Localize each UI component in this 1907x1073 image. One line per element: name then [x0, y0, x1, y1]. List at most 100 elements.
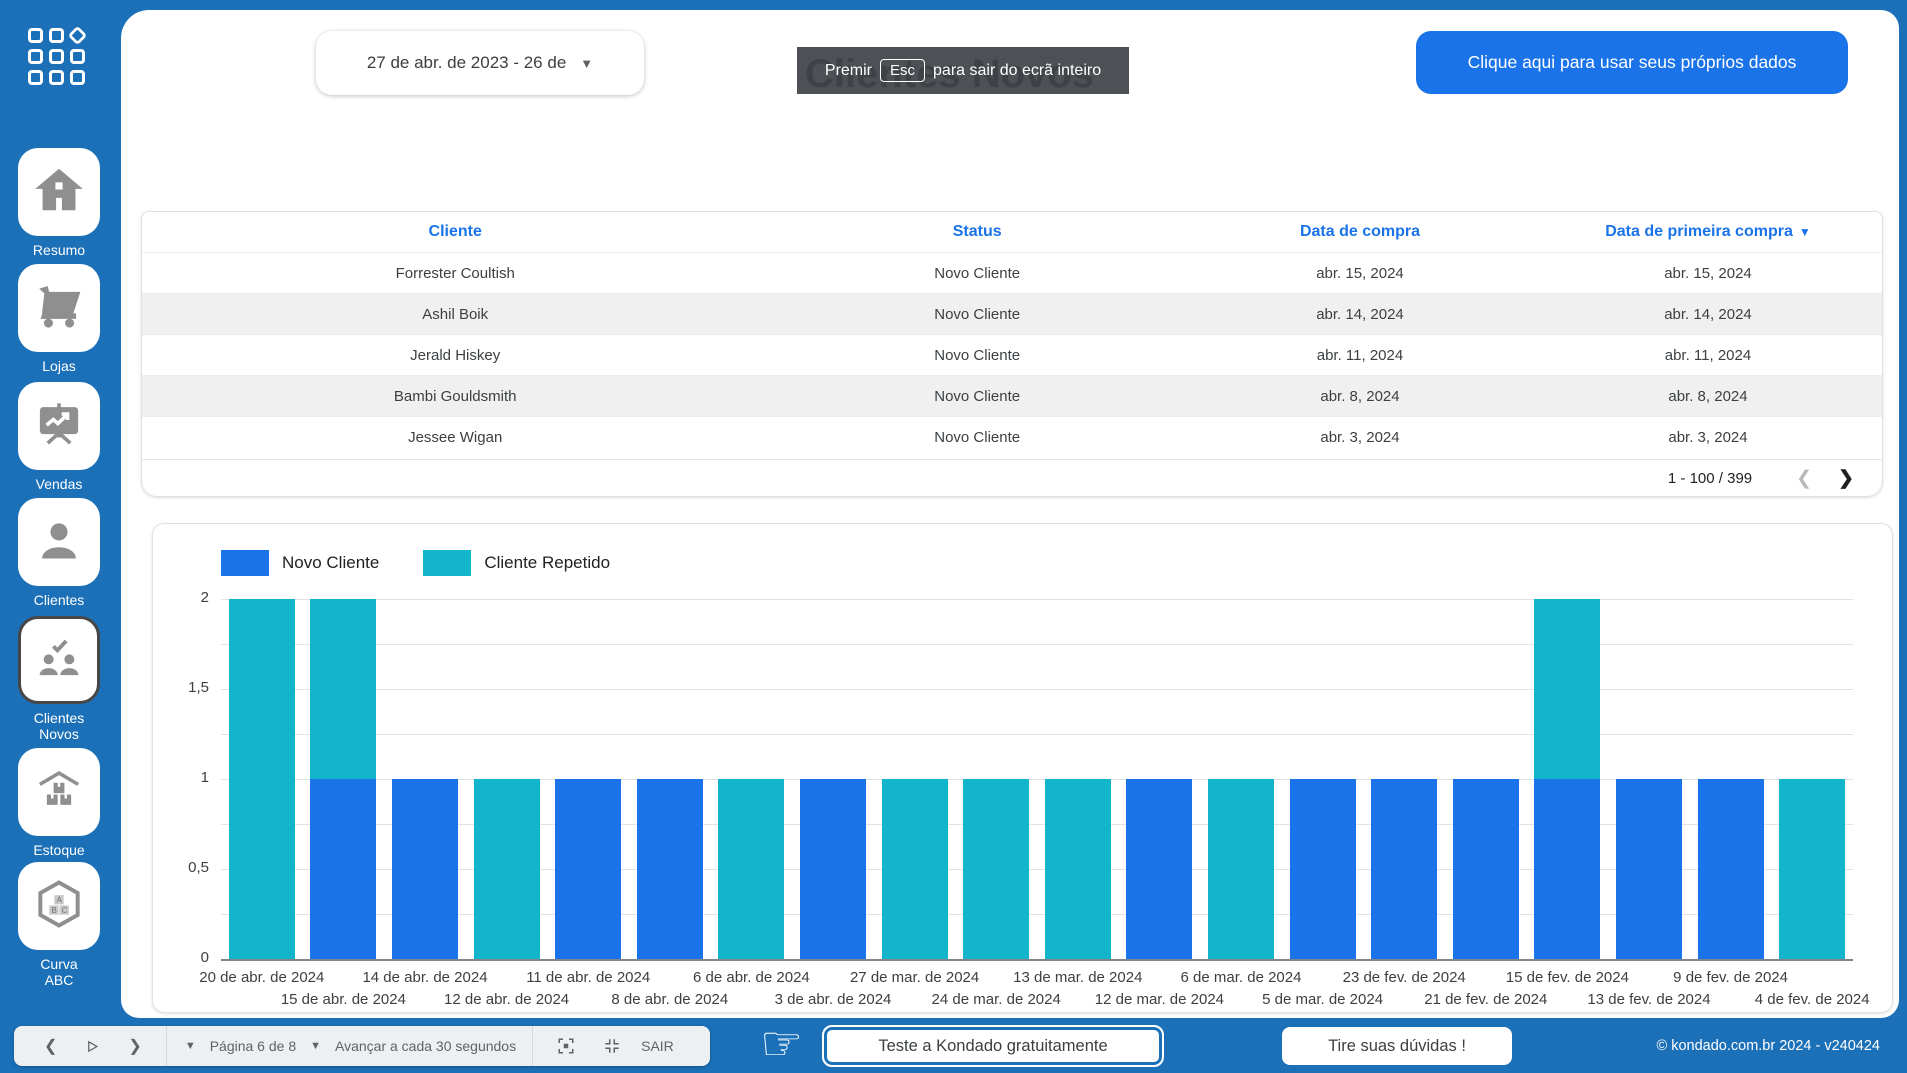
new-customers-icon	[32, 631, 86, 690]
bar-cliente-repetido	[1208, 779, 1274, 959]
x-axis-label: 27 de mar. de 2024	[850, 969, 979, 986]
legend-cliente-repetido: Cliente Repetido	[423, 550, 610, 576]
bar-novo-cliente	[1453, 779, 1519, 959]
y-axis-tick: 1,5	[153, 679, 209, 696]
exit-fullscreen-icon[interactable]	[589, 1037, 635, 1055]
bar-novo-cliente	[1534, 779, 1600, 959]
try-kondado-button[interactable]: Teste a Kondado gratuitamente	[822, 1025, 1164, 1067]
x-axis-label: 9 de fev. de 2024	[1673, 969, 1788, 986]
bar-novo-cliente	[310, 779, 376, 959]
column-header-data-compra[interactable]: Data de compra	[1186, 223, 1534, 241]
bar-novo-cliente	[392, 779, 458, 959]
sidebar-item-resumo[interactable]: Resumo	[0, 148, 118, 258]
presentation-toolbar: ❮ ❯ ▼ Página 6 de 8 ▼ Avançar a cada 30 …	[14, 1026, 710, 1066]
column-header-data-primeira-compra[interactable]: Data de primeira compra▼	[1534, 223, 1882, 241]
table-cell: abr. 3, 2024	[1186, 429, 1534, 446]
table-row: Ashil BoikNovo Clienteabr. 14, 2024abr. …	[142, 293, 1882, 334]
x-axis-label: 15 de fev. de 2024	[1506, 969, 1629, 986]
sidebar-item-label: Lojas	[0, 358, 118, 374]
sidebar-item-clientes-novos[interactable]: Clientes Novos	[0, 616, 118, 742]
next-page-button[interactable]: ❯	[114, 1036, 155, 1056]
customers-table: Cliente Status Data de compra Data de pr…	[141, 211, 1883, 497]
bar-novo-cliente	[637, 779, 703, 959]
pagination-next-button[interactable]: ❯	[1838, 467, 1854, 490]
bar-cliente-repetido	[474, 779, 540, 959]
pagination-range: 1 - 100 / 399	[1668, 470, 1752, 487]
table-cell: abr. 3, 2024	[1534, 429, 1882, 446]
sidebar-item-clientes[interactable]: Clientes	[0, 498, 118, 608]
gridline	[221, 914, 1853, 915]
legend-label: Cliente Repetido	[484, 553, 610, 573]
page-indicator[interactable]: Página 6 de 8	[204, 1038, 302, 1054]
gridline	[221, 644, 1853, 645]
bar-novo-cliente	[800, 779, 866, 959]
table-rows: Forrester CoultishNovo Clienteabr. 15, 2…	[142, 252, 1882, 457]
table-cell: Novo Cliente	[768, 265, 1186, 282]
questions-button[interactable]: Tire suas dúvidas !	[1282, 1027, 1512, 1065]
play-button[interactable]	[71, 1039, 114, 1054]
bar-novo-cliente	[1126, 779, 1192, 959]
sidebar-item-estoque[interactable]: Estoque	[0, 748, 118, 858]
person-icon	[32, 513, 86, 572]
table-header-row: Cliente Status Data de compra Data de pr…	[142, 212, 1882, 252]
autoplay-indicator[interactable]: Avançar a cada 30 segundos	[329, 1038, 522, 1054]
toast-text: para sair do ecrã inteiro	[933, 62, 1101, 80]
table-pagination: 1 - 100 / 399 ❮ ❯	[142, 459, 1882, 496]
bar-cliente-repetido	[1045, 779, 1111, 959]
autoplay-select-caret-icon[interactable]: ▼	[302, 1040, 329, 1052]
sales-board-icon	[32, 397, 86, 456]
x-axis-label: 24 de mar. de 2024	[932, 991, 1061, 1008]
bar-novo-cliente	[555, 779, 621, 959]
y-axis-tick: 2	[153, 589, 209, 606]
sort-desc-icon: ▼	[1799, 225, 1811, 239]
legend-swatch-blue	[221, 550, 269, 576]
toast-text: Premir	[825, 62, 872, 80]
sidebar-item-vendas[interactable]: Vendas	[0, 382, 118, 492]
previous-page-button[interactable]: ❮	[30, 1036, 71, 1056]
sidebar-item-curva-abc[interactable]: ABC Curva ABC	[0, 862, 118, 988]
gridline	[221, 689, 1853, 690]
toolbar-divider	[532, 1026, 533, 1066]
dashboard-page: Resumo Lojas Vendas Clientes Clientes No	[0, 0, 1907, 1073]
table-cell: Novo Cliente	[768, 347, 1186, 364]
gridline	[221, 824, 1853, 825]
table-cell: abr. 15, 2024	[1534, 265, 1882, 282]
table-cell: Bambi Gouldsmith	[142, 388, 768, 405]
table-cell: abr. 14, 2024	[1534, 306, 1882, 323]
bar-cliente-repetido	[718, 779, 784, 959]
pagination-prev-button[interactable]: ❮	[1796, 467, 1812, 490]
fullscreen-icon[interactable]	[543, 1037, 589, 1055]
chevron-down-icon: ▼	[580, 56, 593, 71]
exit-button[interactable]: SAIR	[635, 1038, 680, 1054]
column-header-status[interactable]: Status	[768, 223, 1186, 241]
use-own-data-button[interactable]: Clique aqui para usar seus próprios dado…	[1416, 31, 1848, 94]
new-vs-repeat-chart: Novo Cliente Cliente Repetido 00,511,522…	[152, 523, 1893, 1013]
abc-curve-icon: ABC	[31, 876, 87, 937]
bar-novo-cliente	[1616, 779, 1682, 959]
bar-cliente-repetido	[1779, 779, 1845, 959]
x-axis-line	[221, 959, 1853, 961]
sidebar-item-lojas[interactable]: Lojas	[0, 264, 118, 374]
gridline	[221, 869, 1853, 870]
page-select-caret-icon[interactable]: ▼	[177, 1040, 204, 1052]
table-row: Jerald HiskeyNovo Clienteabr. 11, 2024ab…	[142, 334, 1882, 375]
column-header-cliente[interactable]: Cliente	[142, 223, 768, 241]
bar-novo-cliente	[1371, 779, 1437, 959]
table-cell: Novo Cliente	[768, 388, 1186, 405]
sidebar-item-label: Curva ABC	[0, 956, 118, 988]
x-axis-label: 3 de abr. de 2024	[775, 991, 892, 1008]
x-axis-label: 21 de fev. de 2024	[1424, 991, 1547, 1008]
sidebar-item-label: Estoque	[0, 842, 118, 858]
table-cell: abr. 11, 2024	[1534, 347, 1882, 364]
x-axis-label: 6 de abr. de 2024	[693, 969, 810, 986]
date-range-picker[interactable]: 27 de abr. de 2023 - 26 de ▼	[316, 31, 644, 95]
gridline	[221, 734, 1853, 735]
y-axis-tick: 0,5	[153, 859, 209, 876]
table-cell: Novo Cliente	[768, 429, 1186, 446]
x-axis-label: 11 de abr. de 2024	[526, 969, 650, 986]
table-cell: abr. 14, 2024	[1186, 306, 1534, 323]
table-cell: Forrester Coultish	[142, 265, 768, 282]
sidebar-item-label: Vendas	[0, 476, 118, 492]
table-cell: abr. 8, 2024	[1534, 388, 1882, 405]
x-axis-label: 6 de mar. de 2024	[1181, 969, 1302, 986]
